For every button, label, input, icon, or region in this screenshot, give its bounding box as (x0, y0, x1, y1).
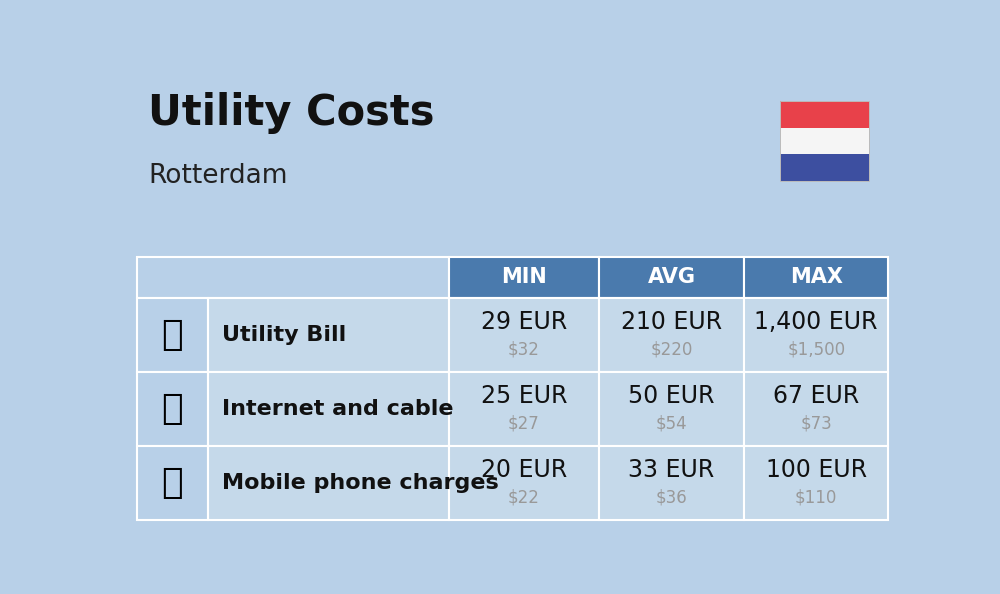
Bar (449, 372, 599, 446)
Text: 50 EUR: 50 EUR (628, 384, 715, 408)
Bar (599, 257, 744, 298)
Bar (744, 446, 888, 520)
Bar (744, 372, 888, 446)
Text: 1,400 EUR: 1,400 EUR (754, 310, 878, 334)
Bar (208, 298, 449, 372)
Bar (449, 298, 599, 372)
Text: $32: $32 (508, 340, 540, 358)
Bar (449, 446, 599, 520)
Text: $110: $110 (795, 489, 837, 507)
Text: Mobile phone charges: Mobile phone charges (222, 473, 499, 493)
Text: 📡: 📡 (162, 392, 183, 426)
Bar (137, 257, 449, 298)
Text: $36: $36 (656, 489, 687, 507)
Bar (599, 372, 744, 446)
Bar (744, 257, 888, 298)
Text: 29 EUR: 29 EUR (481, 310, 567, 334)
Text: Utility Costs: Utility Costs (148, 92, 435, 134)
Text: $27: $27 (508, 415, 540, 432)
Text: 67 EUR: 67 EUR (773, 384, 859, 408)
Text: AVG: AVG (647, 267, 695, 287)
Bar (780, 101, 869, 128)
Text: $73: $73 (800, 415, 832, 432)
Bar (137, 372, 208, 446)
Bar (449, 257, 599, 298)
Bar (780, 128, 869, 154)
Text: Rotterdam: Rotterdam (148, 163, 288, 189)
Bar (137, 446, 208, 520)
Bar (780, 154, 869, 181)
Text: 📱: 📱 (162, 466, 183, 500)
Text: $22: $22 (508, 489, 540, 507)
Text: 33 EUR: 33 EUR (628, 459, 715, 482)
Text: MAX: MAX (790, 267, 843, 287)
Bar (780, 101, 869, 181)
Text: 20 EUR: 20 EUR (481, 459, 567, 482)
Bar (208, 446, 449, 520)
Bar (599, 446, 744, 520)
Text: Utility Bill: Utility Bill (222, 325, 346, 345)
Bar (137, 298, 208, 372)
Text: 25 EUR: 25 EUR (481, 384, 567, 408)
Text: Internet and cable: Internet and cable (222, 399, 453, 419)
Bar (744, 298, 888, 372)
Text: $1,500: $1,500 (787, 340, 845, 358)
Text: MIN: MIN (501, 267, 547, 287)
Bar (599, 298, 744, 372)
Text: 210 EUR: 210 EUR (621, 310, 722, 334)
Text: $54: $54 (656, 415, 687, 432)
Text: $220: $220 (650, 340, 693, 358)
Text: 100 EUR: 100 EUR (766, 459, 867, 482)
Bar (208, 372, 449, 446)
Text: 🔌: 🔌 (162, 318, 183, 352)
